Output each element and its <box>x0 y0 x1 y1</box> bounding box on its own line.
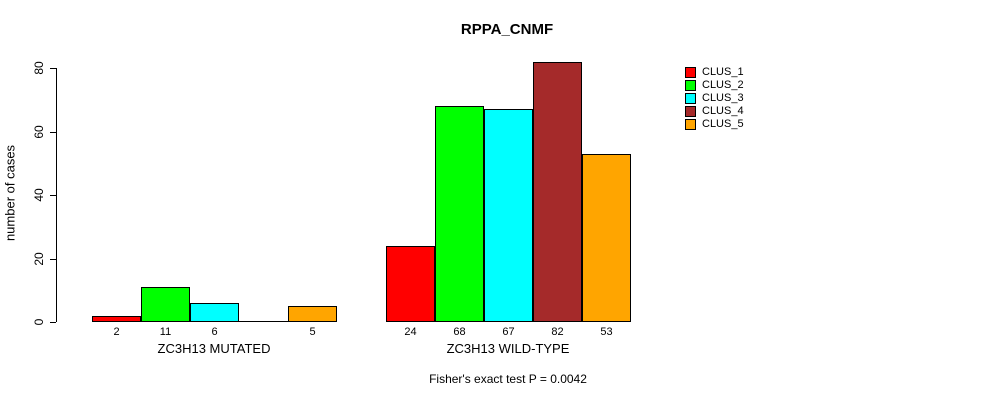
bar-value-label: 5 <box>309 326 316 338</box>
y-tick-mark <box>50 195 56 196</box>
legend-row-clus_1: CLUS_1 <box>685 67 744 78</box>
group-label-mutated: ZC3H13 MUTATED <box>157 341 271 356</box>
legend-swatch-clus_3 <box>685 93 696 104</box>
y-tick-mark <box>50 68 56 69</box>
bar-value-label: 68 <box>453 326 466 338</box>
bar-clus_3-group2 <box>484 109 533 322</box>
bar-clus_3-group1 <box>190 303 239 322</box>
bar-clus_1-group2 <box>386 246 435 322</box>
legend-label: CLUS_3 <box>702 92 744 104</box>
y-tick-label: 60 <box>32 125 46 139</box>
chart-title: RPPA_CNMF <box>460 21 554 38</box>
bar-value-label: 82 <box>551 326 564 338</box>
bar-value-label: 24 <box>404 326 417 338</box>
legend-row-clus_3: CLUS_3 <box>685 93 744 104</box>
legend-label: CLUS_2 <box>702 79 744 91</box>
y-axis-line <box>56 68 57 322</box>
bar-value-label: 2 <box>113 326 120 338</box>
legend-label: CLUS_4 <box>702 105 744 117</box>
legend-row-clus_2: CLUS_2 <box>685 80 744 91</box>
y-tick-mark <box>50 259 56 260</box>
bar-clus_4-group1 <box>239 321 288 322</box>
bar-clus_1-group1 <box>92 316 141 322</box>
legend-swatch-clus_5 <box>685 119 696 130</box>
legend-row-clus_5: CLUS_5 <box>685 119 744 130</box>
bar-clus_5-group2 <box>582 154 631 322</box>
legend-row-clus_4: CLUS_4 <box>685 106 744 117</box>
bar-clus_2-group2 <box>435 106 484 322</box>
legend-swatch-clus_1 <box>685 67 696 78</box>
y-tick-label: 40 <box>32 188 46 202</box>
bar-clus_2-group1 <box>141 287 190 322</box>
bar-value-label: 11 <box>159 326 172 338</box>
y-tick-label: 80 <box>32 61 46 75</box>
legend-label: CLUS_1 <box>702 66 744 78</box>
bar-value-label: 53 <box>600 326 613 338</box>
bar-value-label: 67 <box>502 326 515 338</box>
y-tick-mark <box>50 322 56 323</box>
bar-clus_5-group1 <box>288 306 337 322</box>
bar-value-label: 6 <box>211 326 218 338</box>
footer-pvalue: Fisher's exact test P = 0.0042 <box>429 372 587 386</box>
legend-swatch-clus_4 <box>685 106 696 117</box>
y-axis-label: number of cases <box>2 144 18 242</box>
legend-swatch-clus_2 <box>685 80 696 91</box>
y-tick-label: 20 <box>32 252 46 266</box>
y-tick-mark <box>50 132 56 133</box>
bar-clus_4-group2 <box>533 62 582 322</box>
y-tick-label: 0 <box>32 318 46 326</box>
legend-label: CLUS_5 <box>702 118 744 130</box>
group-label-wildtype: ZC3H13 WILD-TYPE <box>446 341 570 356</box>
